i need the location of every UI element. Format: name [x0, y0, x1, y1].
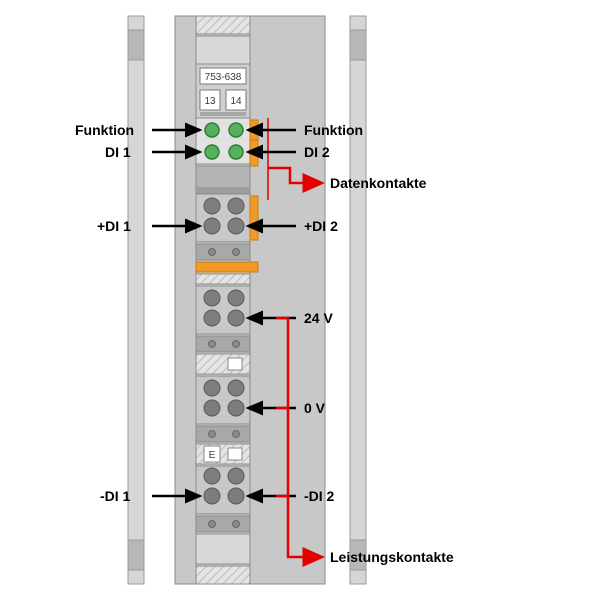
led-funktion-1 [205, 123, 219, 137]
id-13: 13 [204, 96, 216, 107]
label-leistungskontakte: Leistungskontakte [330, 549, 454, 565]
terminal-diagram: 753-638 13 14 [0, 0, 600, 600]
label-funktion-l: Funktion [75, 122, 134, 138]
label-di2: DI 2 [304, 144, 330, 160]
label-funktion-r: Funktion [304, 122, 363, 138]
label-ndi2: -DI 2 [304, 488, 335, 504]
label-0v: 0 V [304, 400, 326, 416]
module-body: 753-638 13 14 [175, 16, 325, 584]
led-di2 [229, 145, 243, 159]
label-ndi1: -DI 1 [100, 488, 131, 504]
part-number: 753-638 [205, 72, 242, 83]
label-di1: DI 1 [105, 144, 131, 160]
e-label: E [209, 450, 216, 461]
label-pdi1: +DI 1 [97, 218, 131, 234]
led-di1 [205, 145, 219, 159]
id-14: 14 [230, 96, 242, 107]
label-pdi2: +DI 2 [304, 218, 338, 234]
label-datenkontakte: Datenkontakte [330, 175, 427, 191]
led-funktion-2 [229, 123, 243, 137]
label-24v: 24 V [304, 310, 333, 326]
